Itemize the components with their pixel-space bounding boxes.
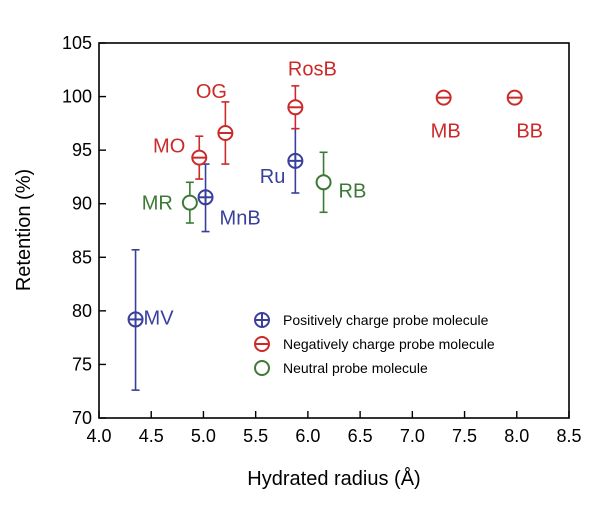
legend-item-1: Negatively charge probe molecule	[254, 336, 495, 352]
x-tick-label: 6.0	[295, 426, 320, 446]
point-mr-marker-ring	[181, 194, 198, 211]
point-mr-label: MR	[142, 193, 173, 215]
x-tick-label: 6.5	[348, 426, 373, 446]
point-mnb: MnB	[197, 163, 261, 233]
legend-item-2-marker-ring	[254, 360, 270, 376]
point-rb: RB	[315, 151, 367, 214]
x-tick-label: 7.0	[400, 426, 425, 446]
point-mo-label: MO	[153, 136, 185, 158]
legend-item-label: Positively charge probe molecule	[283, 312, 489, 328]
point-ru: Ru	[260, 127, 304, 194]
point-mv: MV	[127, 248, 175, 391]
point-og: OG	[196, 81, 234, 165]
legend-item-label: Negatively charge probe molecule	[283, 336, 495, 352]
x-axis: 4.0 4.5 5.0 5.5 6.0 6.5 7.0 7.5 8.0 8.5	[86, 411, 582, 446]
y-tick-label: 80	[72, 301, 92, 321]
y-tick-label: 70	[72, 408, 92, 428]
point-mnb-label: MnB	[220, 207, 261, 229]
legend-item-0: Positively charge probe molecule	[254, 312, 489, 328]
point-rosb: RosB	[287, 58, 337, 130]
x-tick-label: 7.5	[452, 426, 477, 446]
x-tick-label: 5.5	[243, 426, 268, 446]
point-mb-label: MB	[431, 121, 461, 143]
x-tick-label: 4.5	[139, 426, 164, 446]
y-axis-label: Retention (%)	[13, 169, 35, 291]
point-rosb-label: RosB	[288, 58, 337, 80]
x-tick-label: 5.0	[191, 426, 216, 446]
x-axis-label: Hydrated radius (Å)	[247, 467, 420, 490]
point-rb-label: RB	[339, 180, 367, 202]
y-tick-label: 100	[62, 87, 92, 107]
point-mr: MR	[142, 181, 198, 224]
point-mb: MB	[431, 89, 461, 143]
legend-item-2: Neutral probe molecule	[254, 360, 428, 376]
point-mo: MO	[153, 135, 208, 180]
y-tick-label: 95	[72, 140, 92, 160]
x-tick-label: 8.5	[556, 426, 581, 446]
point-ru-label: Ru	[260, 166, 286, 188]
data-points: MV MnB Ru MO OG RosB MB BB MR RB	[127, 58, 543, 391]
y-axis: 70 75 80 85 90 95 100 105	[62, 33, 106, 428]
point-rb-marker-ring	[315, 174, 332, 191]
y-tick-label: 90	[72, 194, 92, 214]
point-og-label: OG	[196, 81, 227, 103]
legend-item-label: Neutral probe molecule	[283, 360, 428, 376]
y-tick-label: 85	[72, 247, 92, 267]
legend: Positively charge probe molecule Negative…	[254, 312, 495, 376]
point-bb-label: BB	[516, 121, 543, 143]
y-tick-label: 105	[62, 33, 92, 53]
x-tick-label: 4.0	[86, 426, 111, 446]
point-bb: BB	[506, 89, 543, 143]
y-tick-label: 75	[72, 354, 92, 374]
point-mv-label: MV	[144, 307, 175, 329]
plot-frame	[98, 42, 570, 419]
x-tick-label: 8.0	[504, 426, 529, 446]
